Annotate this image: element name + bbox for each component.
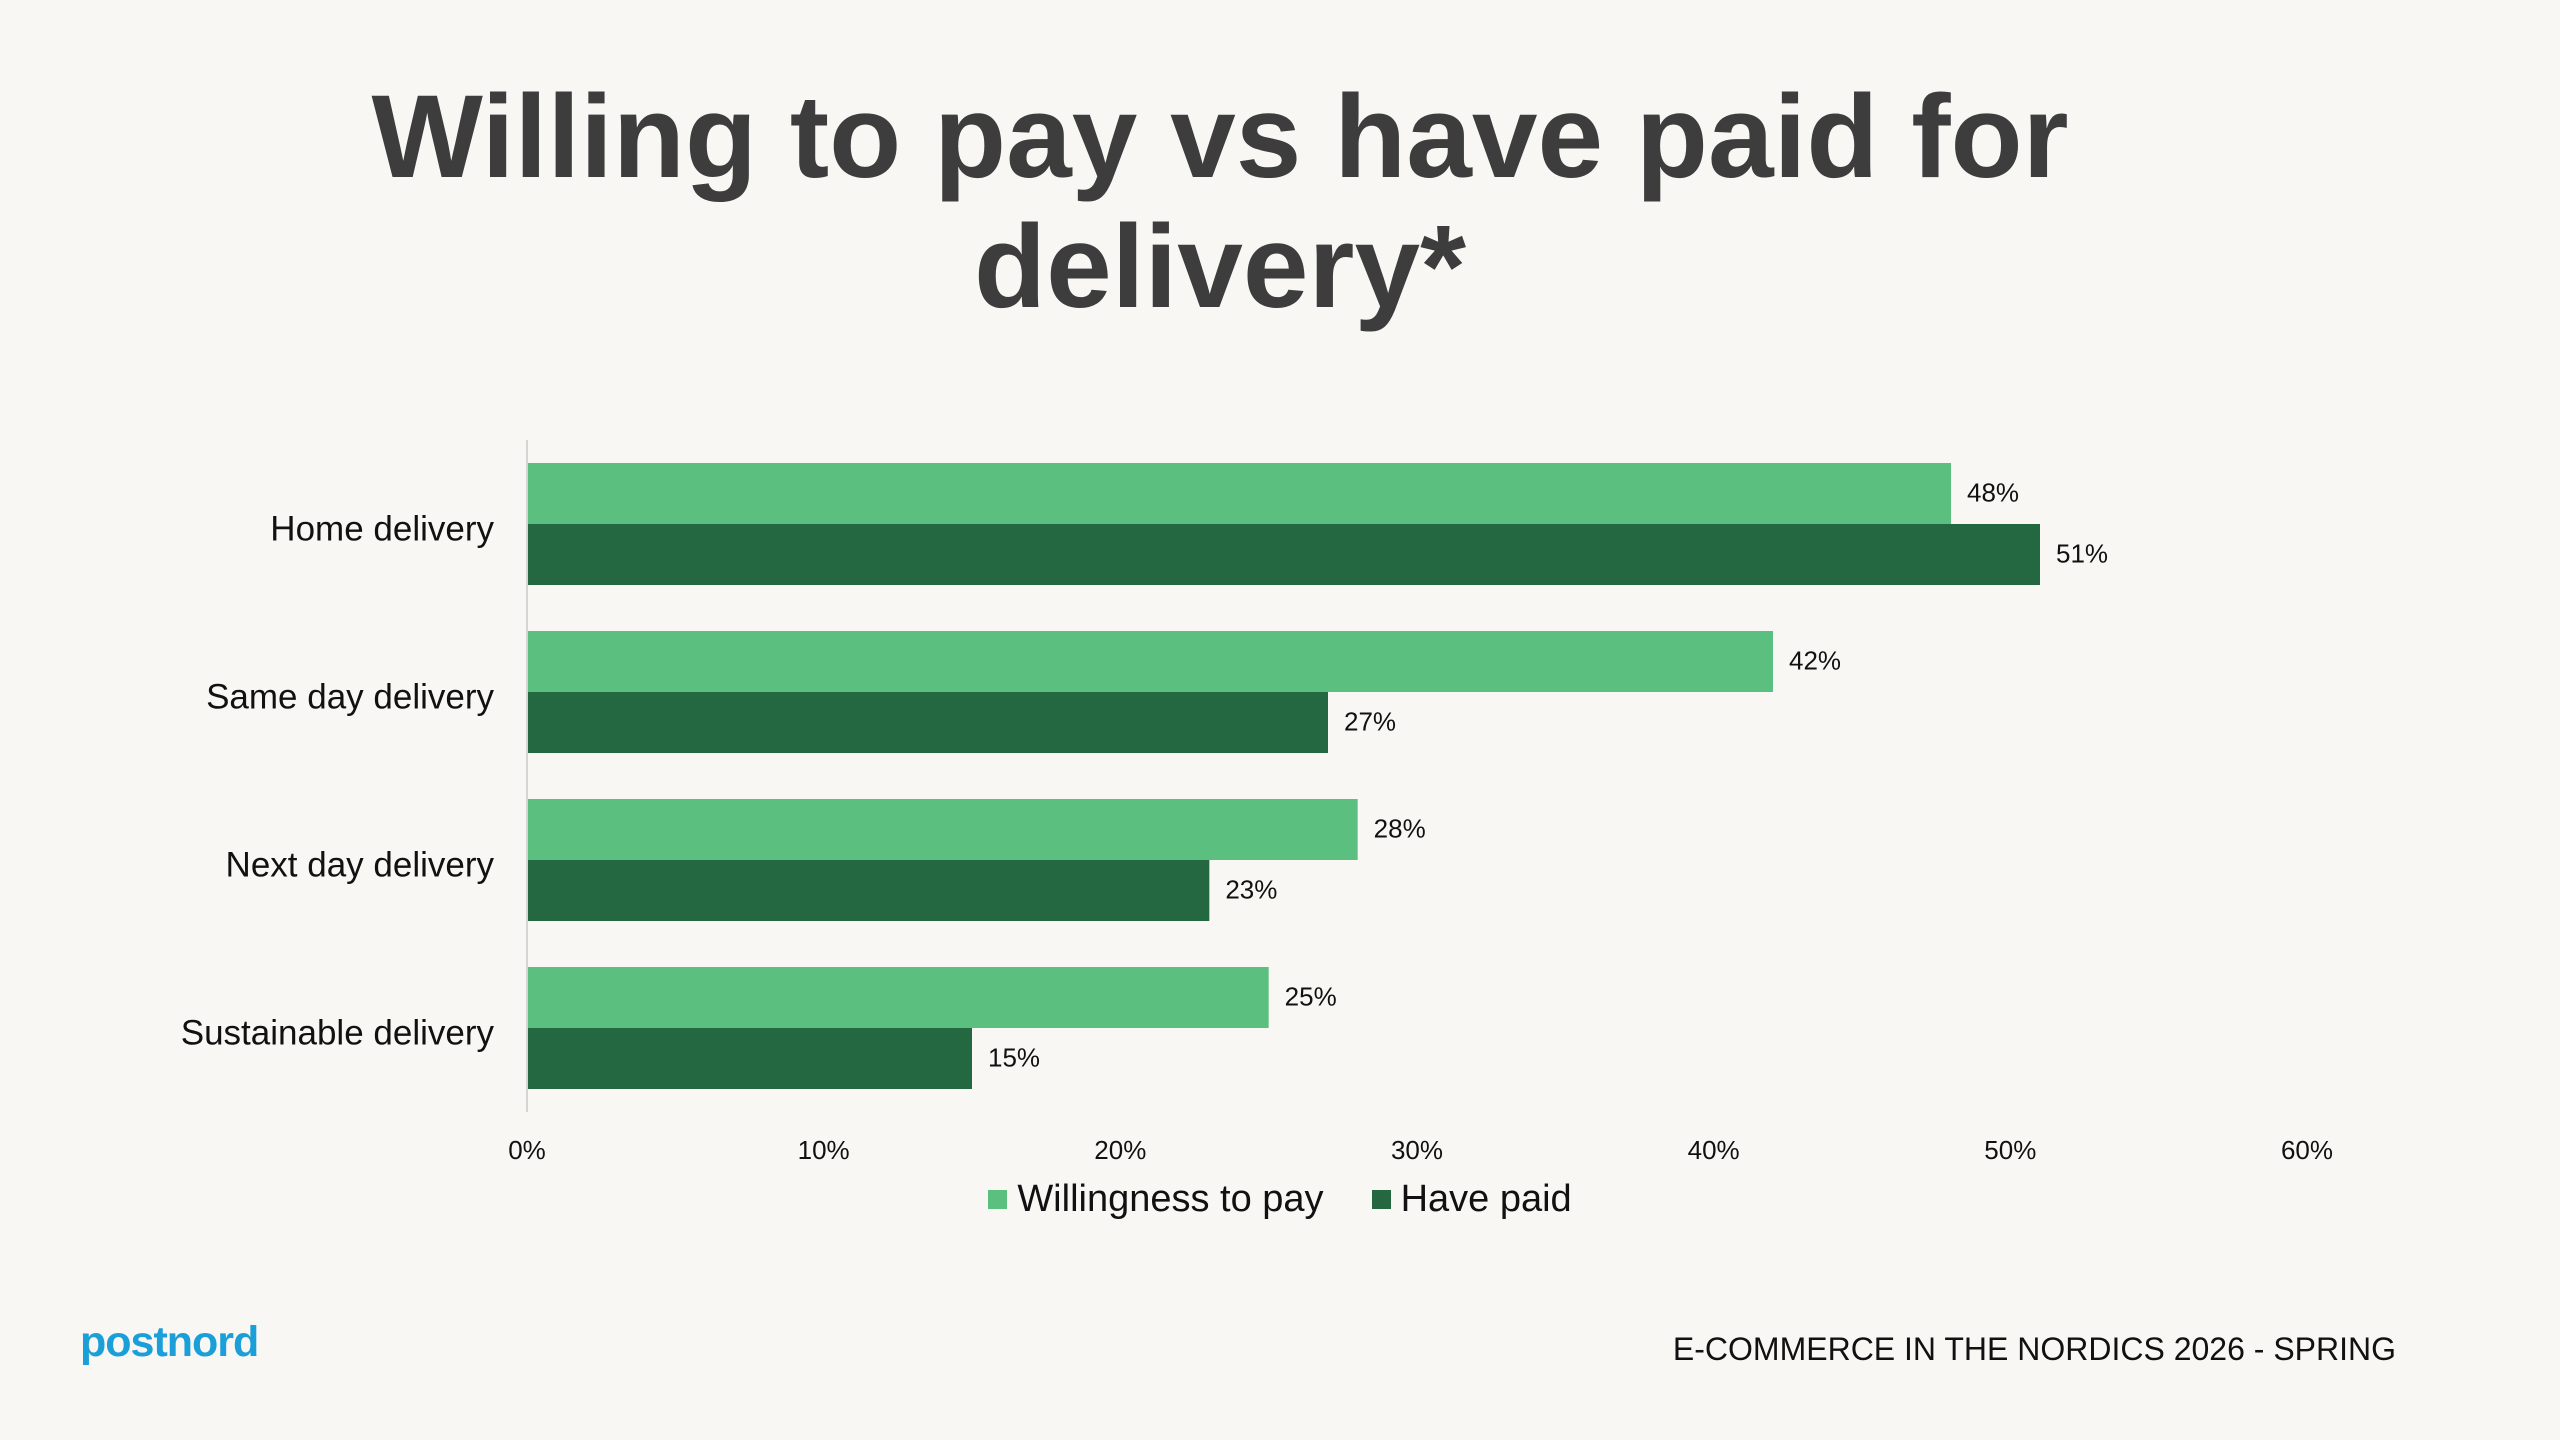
bar-sustainable-delivery-have-paid bbox=[527, 1028, 972, 1089]
bar-same-day-delivery-have-paid bbox=[527, 692, 1328, 753]
x-tick-label-20: 20% bbox=[1094, 1135, 1146, 1165]
legend-swatch-willingness bbox=[988, 1190, 1008, 1209]
chart-title-line-1: Willing to pay vs have paid for bbox=[371, 71, 2069, 203]
category-label-home-delivery: Home delivery bbox=[270, 509, 494, 548]
x-tick-label-0: 0% bbox=[508, 1135, 546, 1165]
x-tick-label-50: 50% bbox=[1984, 1135, 2036, 1165]
legend-item-willingness: Willingness to pay bbox=[988, 1178, 1324, 1221]
chart-legend: Willingness to pay Have paid bbox=[0, 1178, 2560, 1221]
chart-title-line-2: delivery* bbox=[974, 201, 1466, 333]
data-label-same-day-delivery-willingness-to-pay: 42% bbox=[1789, 645, 1841, 675]
category-label-next-day-delivery: Next day delivery bbox=[226, 845, 495, 884]
category-label-same-day-delivery: Same day delivery bbox=[206, 677, 494, 716]
data-label-home-delivery-have-paid: 51% bbox=[2056, 538, 2108, 568]
bar-home-delivery-have-paid bbox=[527, 524, 2040, 585]
footer-caption: E-COMMERCE IN THE NORDICS 2026 - SPRING bbox=[1672, 1331, 2396, 1367]
data-label-next-day-delivery-have-paid: 23% bbox=[1225, 874, 1277, 904]
postnord-logo: postnord bbox=[80, 1318, 259, 1366]
bar-next-day-delivery-have-paid bbox=[527, 860, 1210, 921]
x-tick-label-60: 60% bbox=[2281, 1135, 2333, 1165]
x-tick-label-30: 30% bbox=[1391, 1135, 1443, 1165]
data-label-sustainable-delivery-have-paid: 15% bbox=[988, 1042, 1040, 1072]
legend-label-have-paid: Have paid bbox=[1400, 1178, 1572, 1220]
chart-title: Willing to pay vs have paid for delivery… bbox=[280, 72, 2160, 332]
data-label-same-day-delivery-have-paid: 27% bbox=[1344, 706, 1396, 736]
bar-home-delivery-willingness-to-pay bbox=[527, 463, 1951, 524]
data-label-next-day-delivery-willingness-to-pay: 28% bbox=[1374, 813, 1426, 843]
data-labels-layer: 48% 51% 42% 27% 28% 23% 25% 15% bbox=[988, 477, 2108, 1072]
data-label-sustainable-delivery-willingness-to-pay: 25% bbox=[1285, 981, 1337, 1011]
x-tick-label-10: 10% bbox=[798, 1135, 850, 1165]
bars-layer bbox=[527, 463, 2040, 1089]
bar-next-day-delivery-willingness-to-pay bbox=[527, 799, 1358, 860]
legend-swatch-have-paid bbox=[1371, 1190, 1391, 1209]
x-tick-label-40: 40% bbox=[1688, 1135, 1740, 1165]
data-label-home-delivery-willingness-to-pay: 48% bbox=[1967, 477, 2019, 507]
x-axis-tick-labels: 0% 10% 20% 30% 40% 50% 60% bbox=[508, 1135, 2333, 1165]
legend-item-have-paid: Have paid bbox=[1371, 1178, 1572, 1221]
bar-sustainable-delivery-willingness-to-pay bbox=[527, 967, 1269, 1028]
category-labels-layer: Home delivery Same day delivery Next day d… bbox=[181, 509, 495, 1052]
bar-same-day-delivery-willingness-to-pay bbox=[527, 631, 1773, 692]
category-label-sustainable-delivery: Sustainable delivery bbox=[181, 1013, 495, 1052]
legend-label-willingness: Willingness to pay bbox=[1017, 1178, 1324, 1220]
